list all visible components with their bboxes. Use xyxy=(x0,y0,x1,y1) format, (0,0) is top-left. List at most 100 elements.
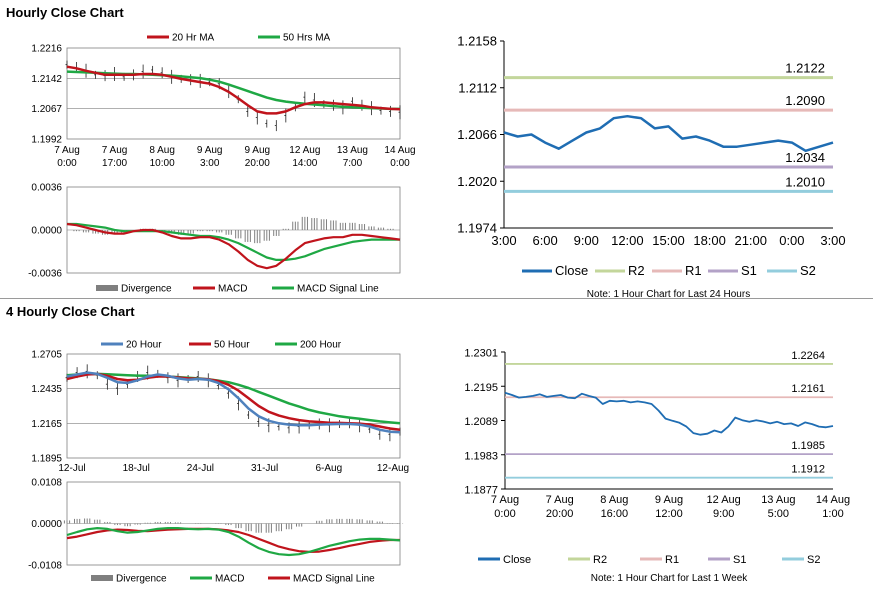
x-tick-label: 18:00 xyxy=(693,233,726,248)
x-tick-label: 31-Jul xyxy=(251,463,278,474)
y-tick-label: 1.2142 xyxy=(31,74,62,85)
legend-200-hour-label: 200 Hour xyxy=(300,340,342,351)
macd-signal-line xyxy=(67,222,400,262)
legend-r1-label: R1 xyxy=(665,554,679,566)
y-tick-label: 0.0036 xyxy=(31,183,62,194)
y-tick-label: 0.0108 xyxy=(31,478,62,489)
y-tick-label: 1.2195 xyxy=(464,382,498,394)
four-hourly-title: 4 Hourly Close Chart xyxy=(6,304,135,319)
macd-signal-line xyxy=(66,527,400,554)
close-line xyxy=(504,391,834,436)
level-r2-label: 1.2264 xyxy=(791,350,825,362)
legend-divergence-label: Divergence xyxy=(116,574,167,585)
x-tick-label: 8 Aug xyxy=(149,145,175,156)
y-tick-label: 0.0000 xyxy=(31,519,62,530)
x-tick-label: 7 Aug xyxy=(546,494,574,506)
level-r1-label: 1.2161 xyxy=(791,383,825,395)
legend-close-label: Close xyxy=(555,263,588,278)
x-tick-label: 9:00 xyxy=(713,508,734,520)
x-tick-label: 12:00 xyxy=(655,508,683,520)
x-tick-label: 1:00 xyxy=(822,508,843,520)
legend-r2-label: R2 xyxy=(628,263,645,278)
ma20-line xyxy=(66,371,401,434)
macd-line xyxy=(66,222,401,270)
y-tick-label: 1.2705 xyxy=(31,350,62,361)
x-tick-label: 5:00 xyxy=(768,508,789,520)
level-r2-label: 1.2122 xyxy=(785,61,825,76)
x-tick-label: 9 Aug xyxy=(655,494,683,506)
plot-frame xyxy=(66,47,401,140)
chart-note: Note: 1 Hour Chart for Last 24 Hours xyxy=(587,289,750,300)
legend-s2-label: S2 xyxy=(800,263,816,278)
x-tick-label: 0:00 xyxy=(57,158,77,169)
y-tick-label: 1.2435 xyxy=(31,384,62,395)
y-tick-label: 1.1992 xyxy=(31,135,62,146)
hourly-title: Hourly Close Chart xyxy=(6,5,124,20)
x-tick-label: 14 Aug xyxy=(384,145,415,156)
legend-20-hour-label: 20 Hour xyxy=(126,340,162,351)
close-line xyxy=(503,114,834,153)
section-divider xyxy=(0,298,873,299)
x-tick-label: 0:00 xyxy=(390,158,410,169)
x-tick-label: 9 Aug xyxy=(244,145,270,156)
x-tick-label: 12:00 xyxy=(611,233,644,248)
y-tick-label: 1.2020 xyxy=(457,174,497,189)
legend-r1-label: R1 xyxy=(685,263,702,278)
x-tick-label: 12-Jul xyxy=(58,463,85,474)
x-tick-label: 12 Aug xyxy=(707,494,741,506)
level-s1-label: 1.2034 xyxy=(785,150,825,165)
x-tick-label: 3:00 xyxy=(820,233,845,248)
legend-s1-label: S1 xyxy=(733,554,746,566)
x-tick-label: 6:00 xyxy=(532,233,557,248)
x-tick-label: 6-Aug xyxy=(315,463,342,474)
y-tick-label: 1.2301 xyxy=(464,348,498,360)
ma20-line xyxy=(66,65,401,115)
x-tick-label: 16:00 xyxy=(601,508,629,520)
y-tick-label: 1.2216 xyxy=(31,44,62,55)
legend-macd-label: MACD xyxy=(215,574,244,585)
macd-line xyxy=(66,526,401,557)
y-tick-label: 1.2158 xyxy=(457,34,497,49)
four-hourly-macd-chart: 0.0108 0.0000 -0.0108 Divergence MACD MACD Si… xyxy=(28,478,404,585)
x-tick-label: 18-Jul xyxy=(123,463,150,474)
y-tick-label: 1.2089 xyxy=(464,416,498,428)
legend-macd-signal-label: MACD Signal Line xyxy=(297,284,379,295)
ma200-line xyxy=(66,372,401,425)
x-tick-label: 12-Aug xyxy=(377,463,409,474)
y-tick-label: -0.0108 xyxy=(28,561,62,572)
x-tick-label: 24-Jul xyxy=(187,463,214,474)
x-tick-label: 7 Aug xyxy=(102,145,128,156)
x-tick-label: 0:00 xyxy=(494,508,515,520)
ma50-line xyxy=(66,70,400,111)
y-tick-label: 1.2066 xyxy=(457,127,497,142)
chart-note: Note: 1 Hour Chart for Last 1 Week xyxy=(591,573,749,584)
x-tick-label: 3:00 xyxy=(491,233,516,248)
legend-50-hour-label: 50 Hour xyxy=(214,340,250,351)
y-tick-label: 1.2112 xyxy=(458,80,497,95)
legend-macd-signal-label: MACD Signal Line xyxy=(293,574,375,585)
x-tick-label: 9:00 xyxy=(574,233,599,248)
legend-close-label: Close xyxy=(503,554,531,566)
level-s2-label: 1.1912 xyxy=(791,464,825,476)
x-tick-label: 10:00 xyxy=(150,158,175,169)
x-tick-label: 15:00 xyxy=(652,233,685,248)
x-tick-label: 0:00 xyxy=(779,233,804,248)
x-tick-label: 14:00 xyxy=(292,158,317,169)
level-r1-label: 1.2090 xyxy=(785,93,825,108)
y-tick-label: 1.1974 xyxy=(457,221,497,236)
legend-20hr-ma-label: 20 Hr MA xyxy=(172,33,215,44)
x-tick-label: 9 Aug xyxy=(197,145,223,156)
x-tick-label: 8 Aug xyxy=(600,494,628,506)
y-tick-label: 0.0000 xyxy=(31,226,62,237)
legend-s2-label: S2 xyxy=(807,554,820,566)
x-tick-label: 17:00 xyxy=(102,158,127,169)
x-tick-label: 20:00 xyxy=(546,508,574,520)
x-tick-label: 3:00 xyxy=(200,158,220,169)
x-tick-label: 13 Aug xyxy=(761,494,795,506)
y-tick-label: -0.0036 xyxy=(28,269,62,280)
y-tick-label: 1.1983 xyxy=(464,450,498,462)
x-tick-label: 13 Aug xyxy=(337,145,368,156)
